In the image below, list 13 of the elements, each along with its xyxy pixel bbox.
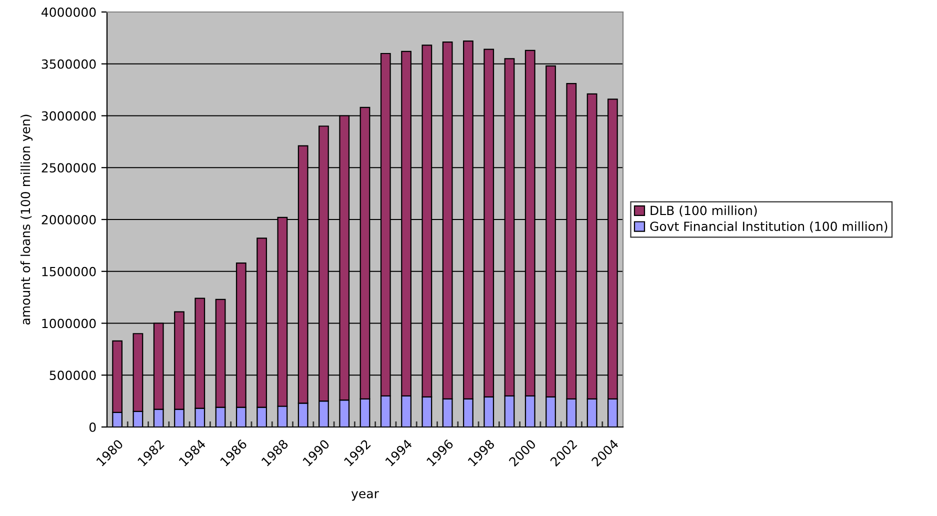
y-tick-label: 0: [89, 422, 96, 432]
y-tick-label: 500000: [50, 370, 96, 380]
legend-label: Govt Financial Institution (100 million): [650, 221, 888, 233]
y-tick-label: 1500000: [42, 266, 96, 276]
y-axis-title: amount of loans (100 million yen): [20, 114, 33, 325]
legend-label: DLB (100 million): [650, 206, 757, 217]
y-tick-label: 1000000: [42, 318, 96, 328]
y-tick-label: 4000000: [42, 7, 96, 17]
y-tick-label: 2000000: [42, 214, 96, 224]
y-tick-label: 3500000: [42, 59, 96, 69]
x-axis-title: year: [351, 491, 379, 501]
y-tick-label: 3000000: [42, 111, 96, 121]
y-tick-label: 2500000: [42, 163, 96, 173]
